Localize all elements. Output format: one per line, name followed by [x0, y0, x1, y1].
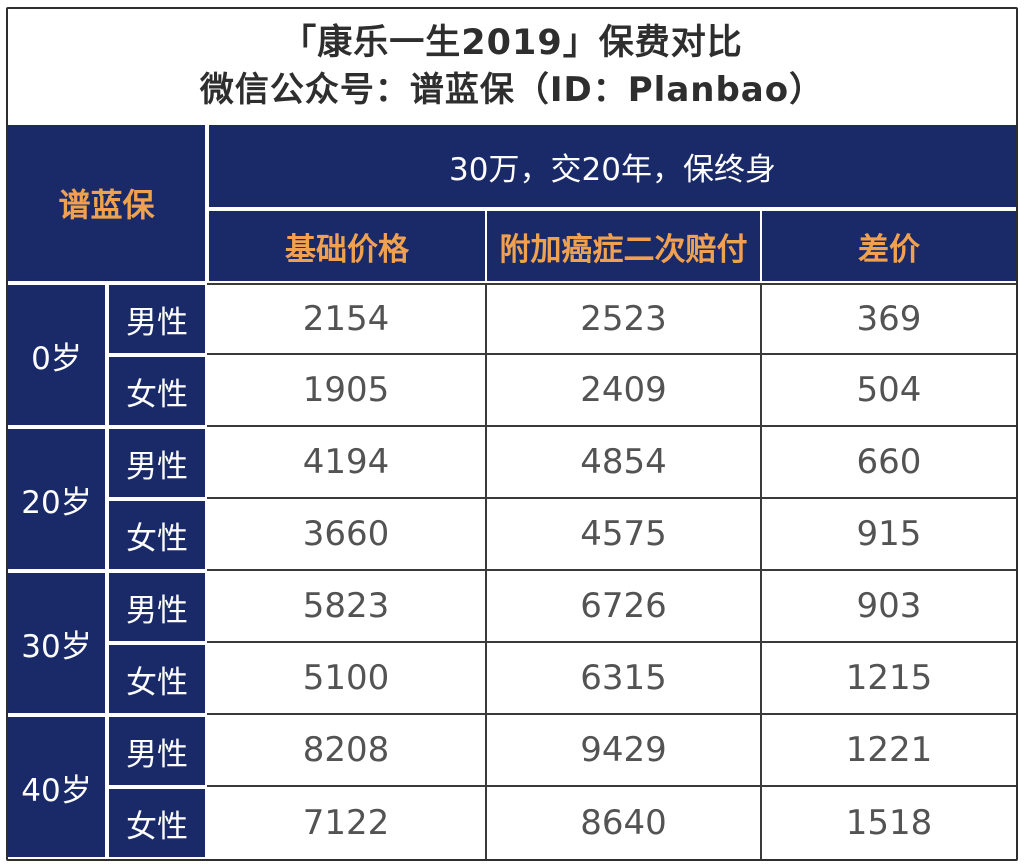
- col-header-cancer-rider: 附加癌症二次赔付: [485, 209, 760, 283]
- premium-value: 903: [760, 571, 1016, 643]
- gender-cell: 女性: [107, 355, 207, 427]
- gender-cell: 女性: [107, 643, 207, 715]
- gender-cell: 女性: [107, 787, 207, 859]
- col-header-difference: 差价: [760, 209, 1016, 283]
- premium-value: 1905: [207, 355, 485, 427]
- col-header-base-price: 基础价格: [207, 209, 485, 283]
- premium-value: 369: [760, 283, 1016, 355]
- premium-value: 2523: [485, 283, 760, 355]
- premium-value: 5823: [207, 571, 485, 643]
- premium-value: 1518: [760, 787, 1016, 859]
- title-block: 「康乐一生2019」保费对比 微信公众号：谱蓝保（ID：Planbao）: [8, 9, 1016, 125]
- page-subtitle: 微信公众号：谱蓝保（ID：Planbao）: [199, 69, 825, 110]
- page-title: 「康乐一生2019」保费对比: [281, 23, 743, 64]
- premium-value: 9429: [485, 715, 760, 787]
- premium-value: 915: [760, 499, 1016, 571]
- premium-value: 5100: [207, 643, 485, 715]
- premium-value: 4575: [485, 499, 760, 571]
- premium-table: 谱蓝保 30万，交20年，保终身 基础价格 附加癌症二次赔付 差价 0岁 男性 …: [8, 125, 1016, 859]
- premium-value: 1215: [760, 643, 1016, 715]
- premium-value: 504: [760, 355, 1016, 427]
- premium-value: 8640: [485, 787, 760, 859]
- gender-cell: 男性: [107, 571, 207, 643]
- comparison-table-frame: 「康乐一生2019」保费对比 微信公众号：谱蓝保（ID：Planbao） 谱蓝保…: [6, 7, 1018, 861]
- premium-value: 1221: [760, 715, 1016, 787]
- premium-value: 3660: [207, 499, 485, 571]
- gender-cell: 男性: [107, 427, 207, 499]
- gender-cell: 女性: [107, 499, 207, 571]
- premium-value: 8208: [207, 715, 485, 787]
- premium-value: 4194: [207, 427, 485, 499]
- premium-value: 7122: [207, 787, 485, 859]
- gender-cell: 男性: [107, 715, 207, 787]
- premium-value: 6315: [485, 643, 760, 715]
- age-cell-20: 20岁: [8, 427, 107, 571]
- age-cell-30: 30岁: [8, 571, 107, 715]
- plan-header-cell: 30万，交20年，保终身: [207, 125, 1016, 209]
- premium-value: 6726: [485, 571, 760, 643]
- brand-cell: 谱蓝保: [8, 125, 207, 283]
- gender-cell: 男性: [107, 283, 207, 355]
- premium-value: 2154: [207, 283, 485, 355]
- premium-value: 660: [760, 427, 1016, 499]
- premium-value: 4854: [485, 427, 760, 499]
- age-cell-0: 0岁: [8, 283, 107, 427]
- age-cell-40: 40岁: [8, 715, 107, 859]
- premium-value: 2409: [485, 355, 760, 427]
